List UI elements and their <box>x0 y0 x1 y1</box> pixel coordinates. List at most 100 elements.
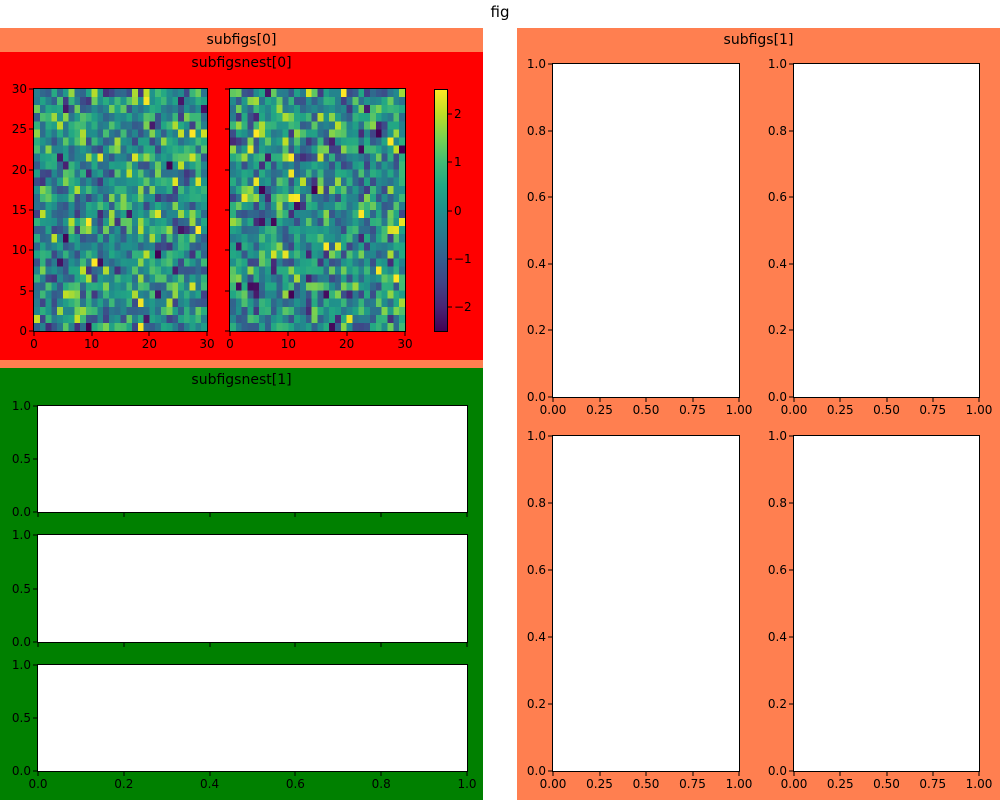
tick-mark-y <box>789 63 793 65</box>
tick-mark-x <box>793 398 795 402</box>
tick-mark-y <box>225 88 229 90</box>
tick-mark-x <box>287 332 289 336</box>
tick-mark-y <box>29 88 33 90</box>
tick-label-x: 1.00 <box>965 403 993 417</box>
tick-mark-y <box>33 588 37 589</box>
tick-label-y: 0.8 <box>526 123 546 138</box>
tick-mark-y <box>33 641 37 643</box>
tick-label-y: 0.4 <box>526 256 546 271</box>
subfigsnest-0-title: subfigsnest[0] <box>191 55 292 71</box>
subfig-0: subfigs[0] subfigsnest[0] 30 25 20 15 10 5 0 0 1… <box>0 28 483 800</box>
tick-mark-y <box>33 534 37 536</box>
tick-label-x: 20 <box>141 337 157 351</box>
tick-label-x: 0.25 <box>826 777 854 791</box>
tick-mark-x <box>37 772 39 776</box>
tick-mark-y <box>789 196 793 198</box>
tick-label-y: 1.0 <box>11 658 31 672</box>
tick-label-colorbar: 2 <box>454 107 462 122</box>
tick-mark-y <box>225 209 229 211</box>
tick-mark-colorbar <box>448 161 452 163</box>
empty-axes-row-1: 1.0 0.5 0.0 <box>12 528 468 649</box>
tick-mark-x <box>37 643 39 647</box>
tick-mark-y <box>548 636 552 638</box>
tick-mark-y <box>789 770 793 772</box>
tick-mark-x <box>33 332 35 336</box>
tick-label-x: 0.75 <box>679 777 706 791</box>
tick-label-x: 0.25 <box>586 777 613 791</box>
tick-label-x: 0.8 <box>371 777 391 791</box>
tick-label-x: 1.00 <box>965 777 993 791</box>
tick-mark-x <box>599 398 600 402</box>
tick-label-x: 0.2 <box>114 777 134 791</box>
tick-mark-y <box>789 329 793 331</box>
tick-label-y: 0.4 <box>767 256 787 271</box>
tick-label-y: 0.0 <box>11 764 31 778</box>
subfig-0-title: subfigs[0] <box>206 32 277 48</box>
subfig-1: subfigs[1] 1.0 0.8 0.6 0.4 0.2 0.0 0.00 0.25 0.5… <box>517 28 1000 800</box>
tick-mark-x <box>738 772 740 776</box>
tick-label-colorbar: −2 <box>454 299 472 314</box>
tick-mark-x <box>123 772 125 776</box>
tick-mark-y <box>33 717 37 719</box>
tick-mark-y <box>548 502 552 504</box>
tick-label-y: 0.4 <box>767 630 787 644</box>
tick-mark-y <box>225 330 229 332</box>
tick-label-y: 10 <box>11 243 27 258</box>
tick-label-x: 0.25 <box>826 403 854 417</box>
tick-mark-x <box>645 398 647 402</box>
empty-axes-grid-top-left: 1.0 0.8 0.6 0.4 0.2 0.0 0.00 0.25 0.50 0.75 1.00 <box>527 57 752 417</box>
tick-label-x: 0.25 <box>586 403 613 417</box>
tick-label-y: 1.0 <box>11 528 31 542</box>
tick-label-x: 0.4 <box>200 777 220 791</box>
tick-mark-x <box>404 332 406 336</box>
tick-label-x: 0.6 <box>285 777 305 791</box>
heatmap-axes-left: 30 25 20 15 10 5 0 0 10 20 30 <box>12 82 215 351</box>
tick-mark-x <box>932 398 934 402</box>
tick-label-x: 0 <box>226 337 234 351</box>
tick-mark-x <box>380 513 382 517</box>
tick-label-y: 0.6 <box>526 190 546 205</box>
tick-mark-y <box>29 128 33 130</box>
tick-label-y: 0.0 <box>11 635 31 649</box>
tick-mark-colorbar <box>448 306 452 308</box>
tick-label-y: 0.0 <box>767 764 787 778</box>
tick-label-x: 0.50 <box>873 403 900 417</box>
tick-mark-y <box>548 396 552 398</box>
tick-label-colorbar: 0 <box>454 203 462 218</box>
tick-mark-y <box>789 636 793 638</box>
tick-mark-y <box>225 128 229 130</box>
empty-axes-grid-top-right: 1.0 0.8 0.6 0.4 0.2 0.0 0.00 0.25 0.50 0.75 1.00 <box>768 57 992 417</box>
tick-mark-y <box>548 435 552 437</box>
tick-mark-y <box>548 130 552 132</box>
tick-mark-x <box>91 332 93 336</box>
tick-mark-x <box>932 772 934 776</box>
tick-label-x: 30 <box>397 337 413 351</box>
tick-label-y: 0.5 <box>11 581 31 596</box>
tick-mark-x <box>123 513 125 517</box>
tick-mark-y <box>548 63 552 65</box>
tick-mark-y <box>225 169 229 171</box>
tick-label-y: 0.2 <box>526 697 546 711</box>
subfigsnest-1: subfigsnest[1] 1.0 0.5 0.0 1.0 0.5 0.0 1.0 0.… <box>0 368 483 800</box>
tick-label-x: 0.00 <box>780 403 808 417</box>
tick-label-x: 20 <box>339 337 355 351</box>
tick-mark-x <box>294 643 296 647</box>
tick-mark-y <box>548 569 552 571</box>
tick-label-y: 0.0 <box>526 764 546 778</box>
tick-mark-x <box>886 398 887 402</box>
tick-mark-x <box>839 398 841 402</box>
tick-mark-y <box>548 196 552 198</box>
tick-label-x: 0.50 <box>873 777 900 791</box>
tick-label-x: 0.50 <box>632 403 660 417</box>
tick-label-x: 1.00 <box>725 403 753 417</box>
tick-mark-x <box>148 332 150 336</box>
tick-label-y: 1.0 <box>767 429 787 443</box>
tick-mark-x <box>978 398 980 402</box>
tick-mark-x <box>37 513 39 517</box>
tick-label-y: 0.2 <box>526 323 546 338</box>
tick-mark-y <box>548 770 552 772</box>
tick-label-y: 0.5 <box>11 711 31 725</box>
tick-mark-x <box>645 772 647 776</box>
tick-mark-colorbar <box>448 210 452 211</box>
